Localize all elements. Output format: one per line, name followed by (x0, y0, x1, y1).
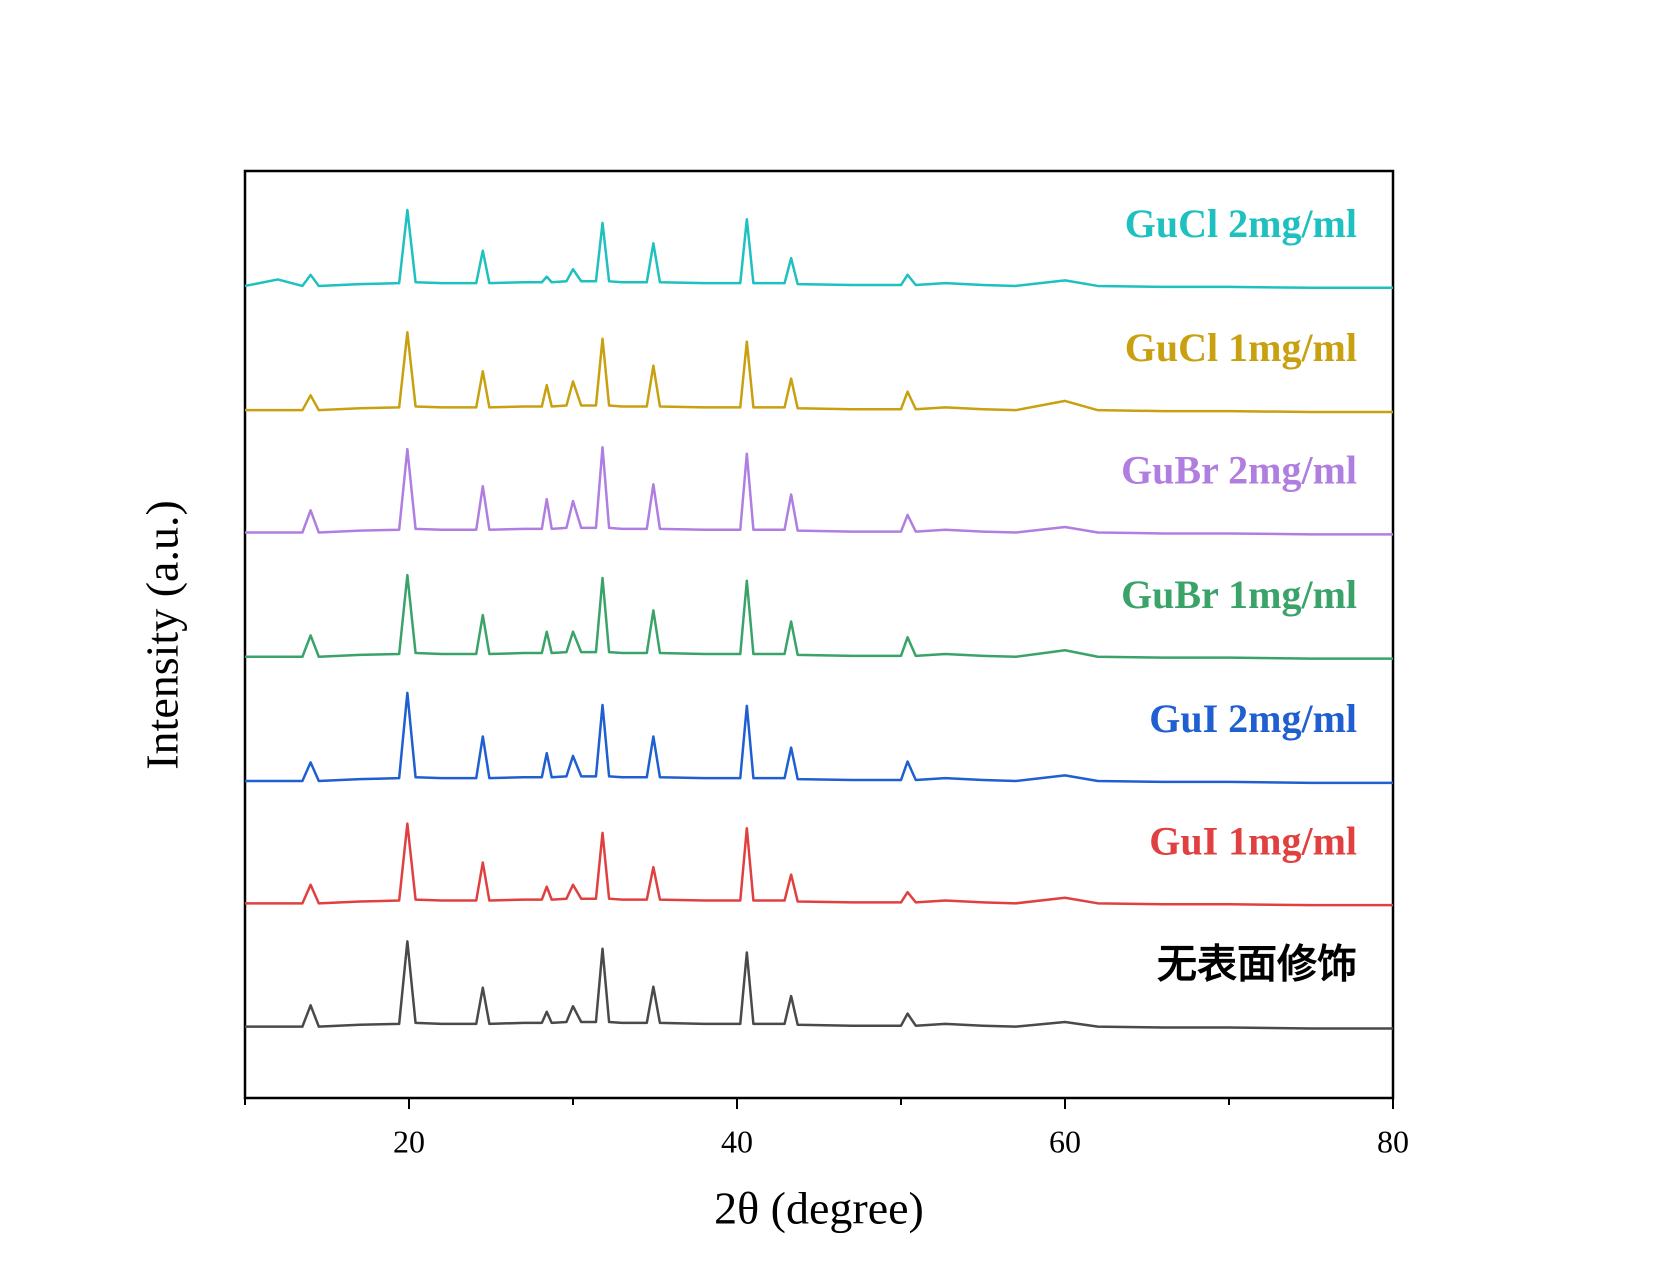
series-line (245, 940, 1393, 1030)
series-line (245, 691, 1393, 785)
series-line (244, 208, 1393, 290)
series-label: GuCl 1mg/ml (1125, 325, 1357, 370)
series-line (245, 331, 1393, 414)
series-label: GuI 1mg/ml (1149, 818, 1357, 863)
x-tick-label: 60 (1049, 1123, 1081, 1159)
x-tick-label: 80 (1377, 1123, 1409, 1159)
x-axis-title: 2θ (degree) (714, 1183, 924, 1234)
series-line (245, 446, 1393, 536)
series-label: GuCl 2mg/ml (1125, 201, 1357, 246)
series-line (245, 822, 1393, 907)
series-line (245, 573, 1393, 660)
series-label: GuBr 1mg/ml (1121, 572, 1357, 617)
series-label: GuI 2mg/ml (1149, 696, 1357, 741)
series-label: GuBr 2mg/ml (1121, 448, 1357, 493)
plot-frame (243, 169, 1395, 1100)
x-tick-label: 40 (721, 1123, 753, 1159)
series-label: 无表面修饰 (1157, 942, 1357, 987)
y-axis-title: Intensity (a.u.) (137, 500, 188, 770)
x-tick-label: 20 (393, 1123, 425, 1159)
